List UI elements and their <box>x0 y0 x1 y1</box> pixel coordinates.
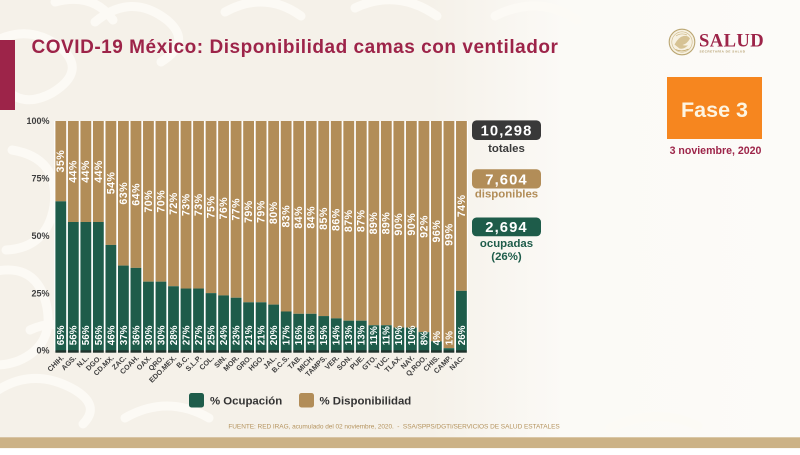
svg-text:80%: 80% <box>268 201 280 224</box>
svg-text:15%: 15% <box>319 325 330 345</box>
svg-text:77%: 77% <box>230 198 242 221</box>
svg-text:Fase 3: Fase 3 <box>681 98 748 122</box>
svg-text:37%: 37% <box>119 325 130 345</box>
svg-text:85%: 85% <box>318 207 330 230</box>
svg-text:64%: 64% <box>130 183 142 206</box>
svg-text:100%: 100% <box>26 116 49 126</box>
svg-text:13%: 13% <box>357 325 368 345</box>
svg-text:96%: 96% <box>431 220 443 243</box>
svg-text:70%: 70% <box>155 190 167 213</box>
svg-text:14%: 14% <box>332 325 343 345</box>
svg-text:99%: 99% <box>443 223 455 246</box>
svg-text:56%: 56% <box>81 325 92 345</box>
svg-text:27%: 27% <box>194 325 205 345</box>
svg-text:54%: 54% <box>105 172 117 195</box>
svg-text:65%: 65% <box>56 325 67 345</box>
svg-text:27%: 27% <box>181 325 192 345</box>
svg-text:ocupadas: ocupadas <box>480 238 533 250</box>
svg-text:75%: 75% <box>31 174 49 184</box>
svg-text:16%: 16% <box>294 325 305 345</box>
svg-text:76%: 76% <box>218 197 230 220</box>
svg-text:89%: 89% <box>368 212 380 235</box>
svg-text:25%: 25% <box>206 325 217 345</box>
svg-text:35%: 35% <box>55 150 67 173</box>
svg-text:56%: 56% <box>69 325 80 345</box>
svg-text:disponibles: disponibles <box>475 189 538 201</box>
svg-text:4%: 4% <box>432 331 443 345</box>
svg-text:11%: 11% <box>382 326 393 345</box>
svg-text:73%: 73% <box>180 193 192 216</box>
svg-text:26%: 26% <box>457 325 468 345</box>
svg-text:11%: 11% <box>369 326 380 345</box>
svg-text:84%: 84% <box>306 206 318 229</box>
svg-text:63%: 63% <box>118 182 130 205</box>
svg-text:30%: 30% <box>156 325 167 345</box>
svg-text:% Ocupación: % Ocupación <box>210 396 282 408</box>
svg-text:87%: 87% <box>356 209 368 232</box>
svg-text:30%: 30% <box>144 325 155 345</box>
svg-text:7,604: 7,604 <box>485 172 528 188</box>
svg-text:10%: 10% <box>407 325 418 345</box>
svg-text:FUENTE: RED IRAG, acumulado de: FUENTE: RED IRAG, acumulado del 02 novie… <box>228 424 560 431</box>
svg-text:36%: 36% <box>131 325 142 345</box>
svg-text:73%: 73% <box>193 193 205 216</box>
svg-text:17%: 17% <box>282 325 293 345</box>
svg-text:86%: 86% <box>331 208 343 231</box>
svg-text:44%: 44% <box>68 160 80 183</box>
svg-text:1%: 1% <box>444 331 455 345</box>
svg-text:23%: 23% <box>231 325 242 345</box>
svg-text:(26%): (26%) <box>491 251 522 263</box>
svg-text:89%: 89% <box>381 212 393 235</box>
svg-text:28%: 28% <box>169 325 180 345</box>
svg-text:72%: 72% <box>168 192 180 215</box>
svg-text:16%: 16% <box>307 325 318 345</box>
svg-text:% Disponibilidad: % Disponibilidad <box>320 396 412 408</box>
svg-text:83%: 83% <box>281 205 293 228</box>
svg-text:3 noviembre, 2020: 3 noviembre, 2020 <box>670 145 762 157</box>
svg-text:24%: 24% <box>219 325 230 345</box>
svg-text:92%: 92% <box>418 215 430 238</box>
svg-text:56%: 56% <box>94 325 105 345</box>
svg-text:21%: 21% <box>244 325 255 345</box>
svg-text:20%: 20% <box>269 325 280 345</box>
svg-text:50%: 50% <box>31 231 49 241</box>
svg-text:46%: 46% <box>106 325 117 345</box>
svg-text:74%: 74% <box>456 195 468 218</box>
svg-text:84%: 84% <box>293 206 305 229</box>
svg-text:2,694: 2,694 <box>485 220 528 236</box>
svg-text:SECRETARÍA DE SALUD: SECRETARÍA DE SALUD <box>700 48 746 53</box>
svg-text:70%: 70% <box>143 190 155 213</box>
svg-text:90%: 90% <box>406 213 418 236</box>
svg-text:44%: 44% <box>93 160 105 183</box>
svg-text:totales: totales <box>488 143 525 155</box>
svg-text:90%: 90% <box>393 213 405 236</box>
svg-text:75%: 75% <box>205 196 217 219</box>
svg-text:79%: 79% <box>256 200 268 223</box>
svg-text:87%: 87% <box>343 209 355 232</box>
svg-text:44%: 44% <box>80 160 92 183</box>
svg-text:COVID-19 México: Disponibilida: COVID-19 México: Disponibilidad camas co… <box>32 37 559 58</box>
svg-text:10%: 10% <box>394 325 405 345</box>
svg-text:10,298: 10,298 <box>481 124 533 140</box>
svg-text:25%: 25% <box>31 288 49 298</box>
svg-text:13%: 13% <box>344 325 355 345</box>
svg-text:8%: 8% <box>419 331 430 345</box>
svg-text:21%: 21% <box>257 325 268 345</box>
svg-text:0%: 0% <box>36 346 49 356</box>
svg-text:SALUD: SALUD <box>699 31 764 52</box>
svg-text:79%: 79% <box>243 200 255 223</box>
